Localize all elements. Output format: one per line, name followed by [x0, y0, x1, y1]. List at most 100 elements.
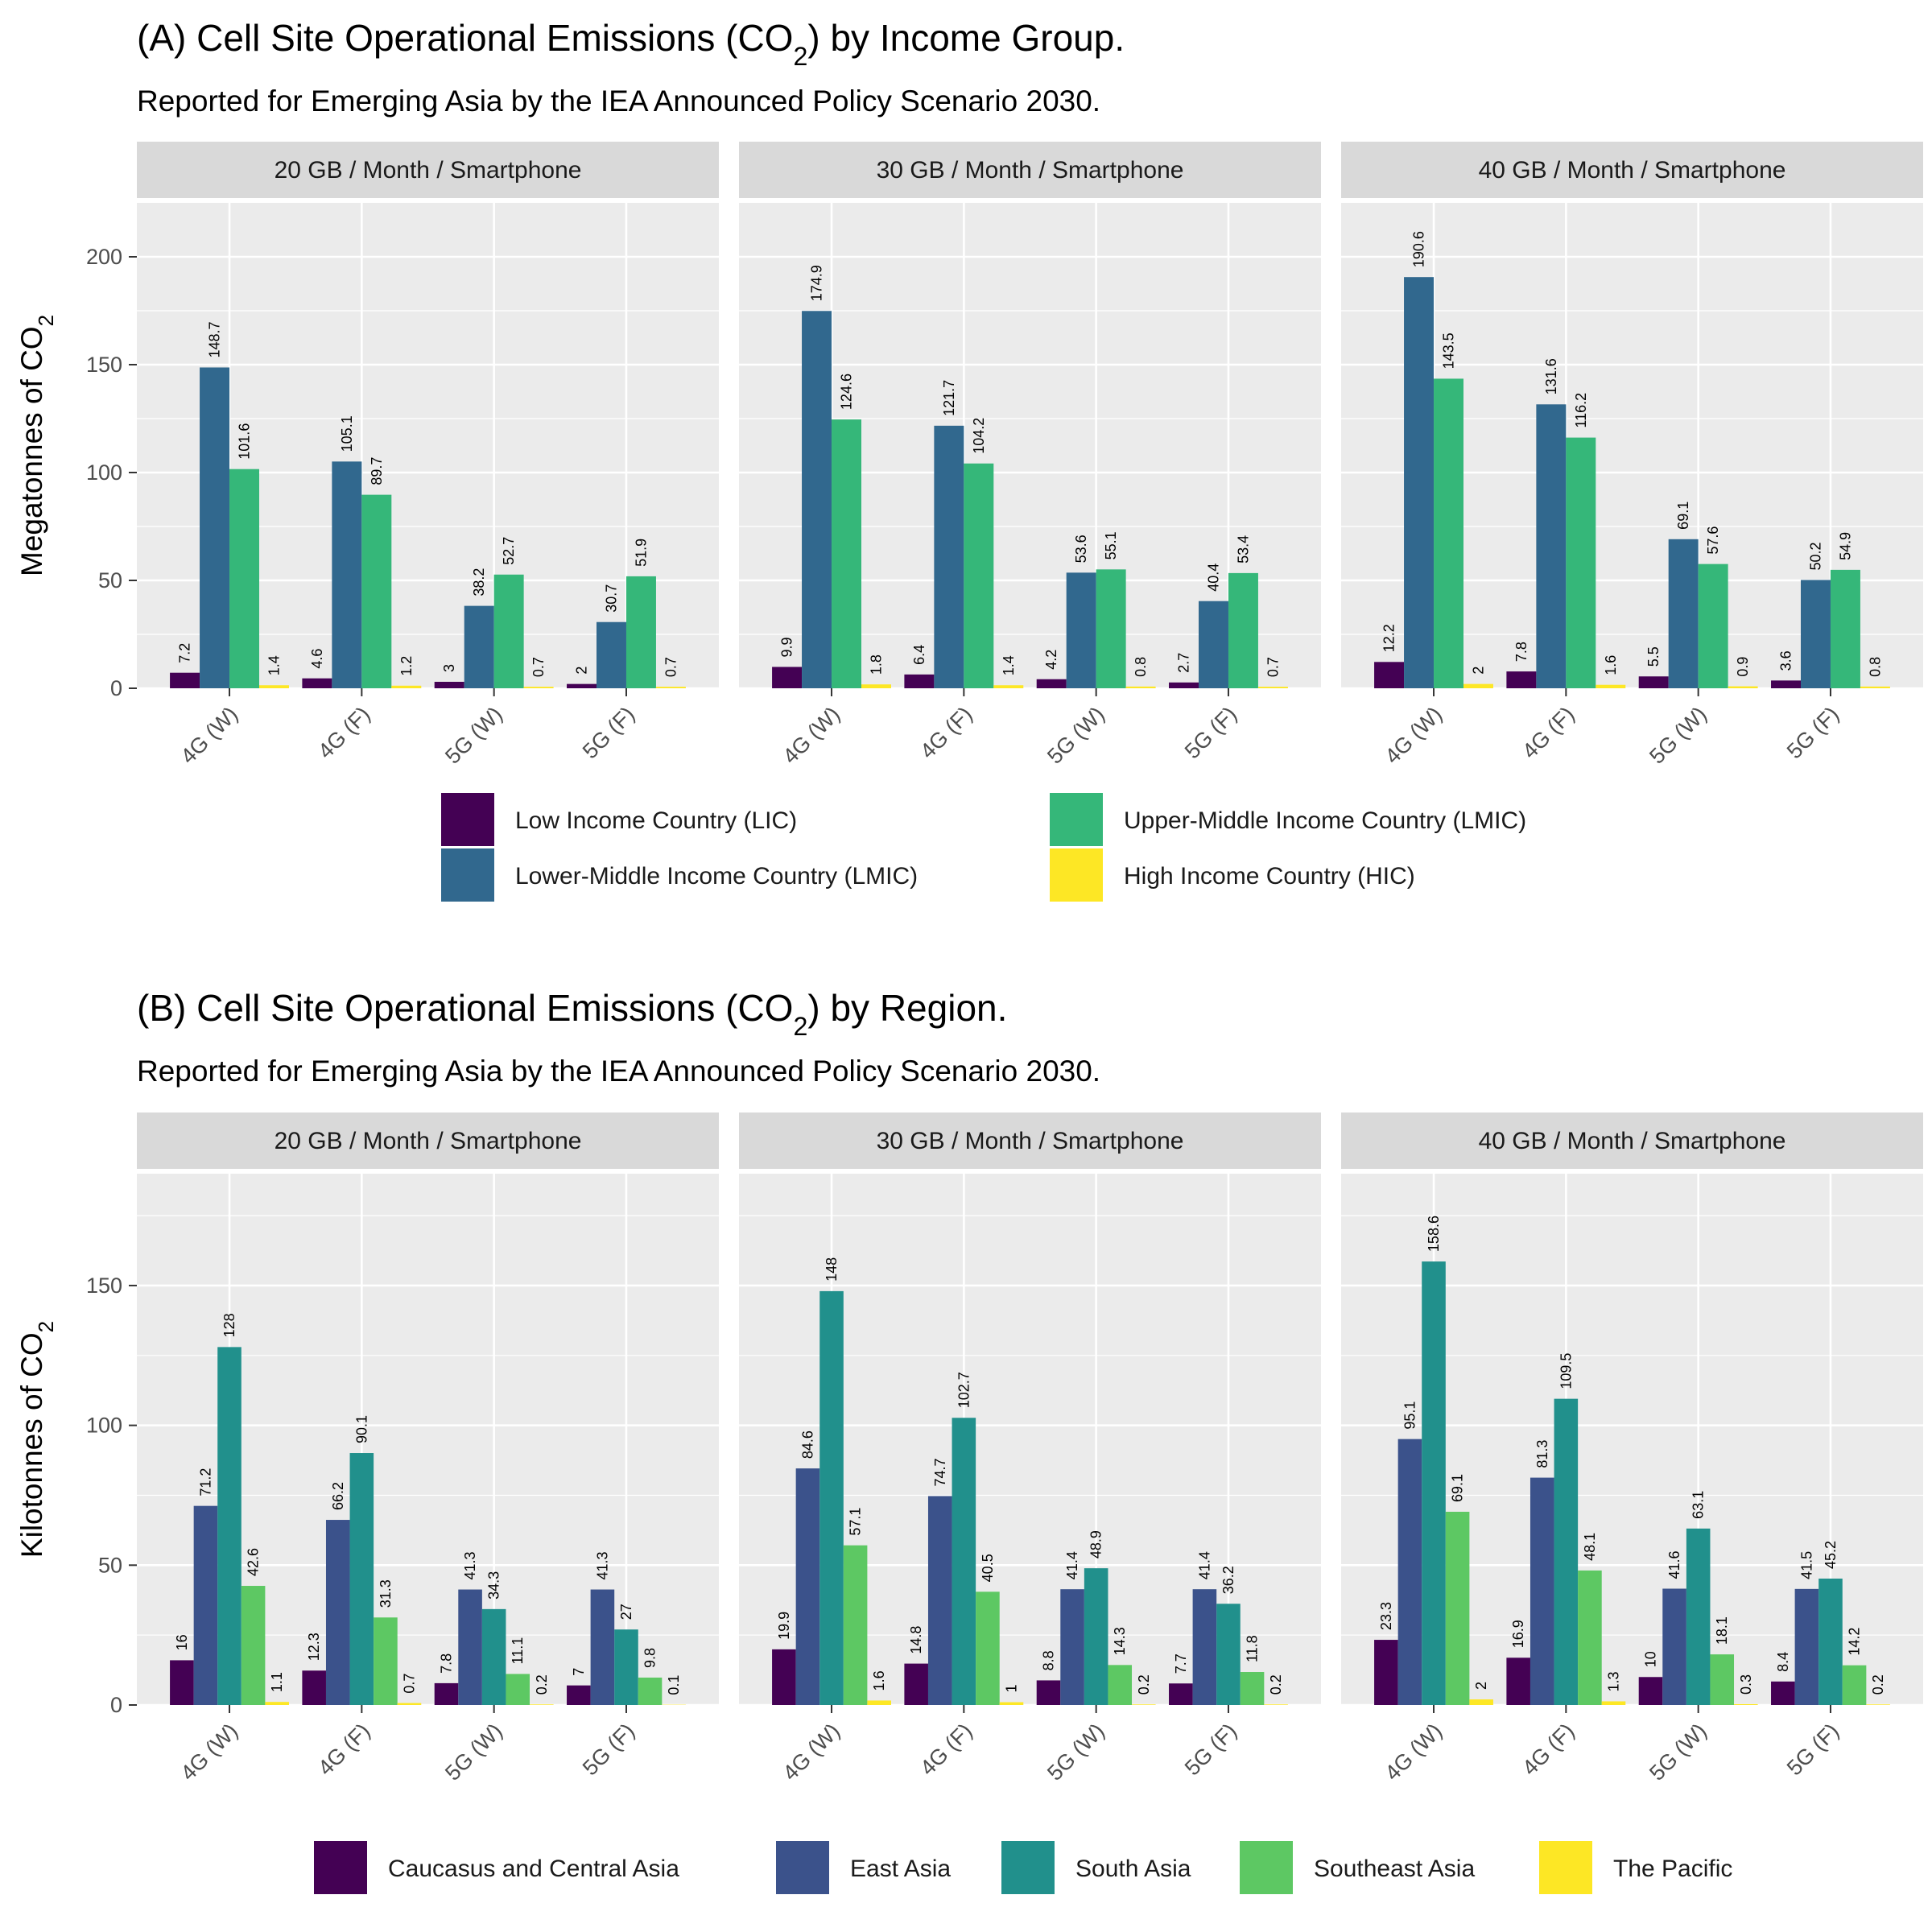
data-label: 0.8	[1867, 657, 1883, 677]
data-label: 3.6	[1778, 650, 1794, 671]
facet-strip	[137, 142, 719, 198]
bar	[332, 461, 362, 688]
data-label: 41.4	[1064, 1551, 1080, 1579]
x-tick-label: 4G (W)	[1381, 1719, 1447, 1785]
data-label: 1.4	[266, 655, 282, 675]
data-label: 0.2	[534, 1674, 550, 1695]
bar	[1830, 569, 1860, 688]
bar	[374, 1617, 398, 1705]
bar	[170, 672, 200, 688]
x-tick-label: 5G (W)	[1645, 702, 1711, 769]
data-label: 30.7	[603, 584, 619, 613]
x-tick-label: 5G (W)	[1042, 702, 1109, 769]
data-label: 14.3	[1112, 1627, 1128, 1655]
bar	[927, 1496, 952, 1705]
bar	[1084, 1568, 1108, 1705]
data-label: 10	[1643, 1651, 1659, 1667]
data-label: 41.4	[1196, 1551, 1212, 1579]
bar	[1536, 404, 1567, 688]
x-tick-label: 5G (F)	[578, 702, 639, 763]
data-label: 0.2	[1870, 1674, 1886, 1695]
legend: Low Income Country (LIC) Upper-Middle Inc…	[441, 793, 1526, 902]
bar	[193, 1505, 218, 1705]
bar	[493, 574, 524, 688]
bar	[391, 685, 422, 688]
legend-key	[776, 1841, 829, 1894]
data-label: 0.3	[1738, 1674, 1754, 1695]
y-tick-label: 0	[110, 676, 122, 700]
x-tick-label: 4G (W)	[778, 702, 845, 769]
bar	[1108, 1665, 1133, 1705]
data-label: 128	[221, 1313, 237, 1337]
data-label: 48.1	[1582, 1533, 1598, 1561]
data-label: 41.5	[1798, 1551, 1814, 1579]
data-label: 74.7	[932, 1458, 948, 1486]
data-label: 101.6	[237, 423, 253, 460]
bar	[361, 494, 392, 688]
data-label: 0.7	[1265, 657, 1281, 677]
bar	[1257, 687, 1288, 688]
facet-strip-label: 20 GB / Month / Smartphone	[275, 157, 582, 184]
bar	[1240, 1672, 1265, 1705]
facet-strip	[1341, 142, 1923, 198]
y-tick-label: 200	[86, 245, 122, 269]
bar	[1132, 1704, 1156, 1705]
data-label: 116.2	[1573, 393, 1589, 428]
data-label: 121.7	[941, 380, 957, 416]
bar	[1734, 1703, 1758, 1705]
bar	[772, 667, 803, 688]
y-tick-label: 50	[98, 568, 122, 592]
data-label: 190.6	[1411, 231, 1427, 267]
facet-panel: 20 GB / Month / Smartphone 16 71.2 128 42.6 1…	[137, 1113, 719, 1785]
legend-entry: Caucasus and Central Asia	[388, 1856, 679, 1882]
data-label: 1.3	[1605, 1671, 1621, 1691]
bar	[867, 1700, 891, 1705]
bar	[1169, 1683, 1193, 1705]
legend-entry: Low Income Country (LIC)	[515, 807, 797, 834]
data-label: 71.2	[197, 1468, 213, 1496]
data-label: 7.8	[1513, 642, 1530, 662]
bar	[1445, 1511, 1470, 1705]
x-tick-label: 4G (W)	[778, 1719, 845, 1785]
data-label: 143.5	[1441, 332, 1457, 369]
x-tick-label: 5G (F)	[578, 1719, 639, 1780]
legend-key	[314, 1841, 367, 1894]
x-tick-label: 5G (W)	[1645, 1719, 1711, 1785]
legend-entry: Lower-Middle Income Country (LMIC)	[515, 863, 918, 890]
data-label: 0.7	[401, 1674, 417, 1694]
data-label: 158.6	[1426, 1216, 1442, 1252]
data-label: 16	[174, 1634, 190, 1650]
bar	[843, 1545, 868, 1705]
bar	[1801, 580, 1831, 688]
bar	[1125, 686, 1156, 688]
bar	[1404, 277, 1435, 688]
data-label: 2	[1470, 667, 1486, 675]
data-label: 1.6	[871, 1670, 887, 1690]
bar	[1036, 1680, 1061, 1705]
x-tick-label: 4G (F)	[915, 1719, 976, 1780]
data-label: 1	[1003, 1685, 1019, 1693]
data-label: 7	[571, 1668, 587, 1676]
bar	[1469, 1699, 1493, 1705]
bar	[217, 1347, 242, 1705]
legend: Caucasus and Central Asia East Asia South …	[314, 1841, 1732, 1894]
bar	[464, 605, 494, 688]
bar	[434, 681, 464, 688]
data-label: 41.6	[1666, 1550, 1682, 1579]
bar	[397, 1703, 422, 1705]
data-label: 104.2	[971, 418, 987, 454]
data-label: 41.3	[594, 1551, 610, 1579]
data-label: 53.4	[1235, 535, 1251, 564]
data-label: 4.6	[309, 649, 325, 669]
data-label: 7.8	[439, 1653, 455, 1674]
bar	[1710, 1654, 1735, 1705]
legend-key	[1539, 1841, 1592, 1894]
data-label: 31.3	[378, 1579, 394, 1608]
facet-strip	[739, 1113, 1321, 1169]
data-label: 63.1	[1690, 1491, 1707, 1519]
data-label: 34.3	[486, 1571, 502, 1600]
data-label: 53.6	[1073, 535, 1089, 563]
data-label: 8.4	[1775, 1652, 1791, 1672]
data-label: 48.9	[1088, 1530, 1104, 1558]
